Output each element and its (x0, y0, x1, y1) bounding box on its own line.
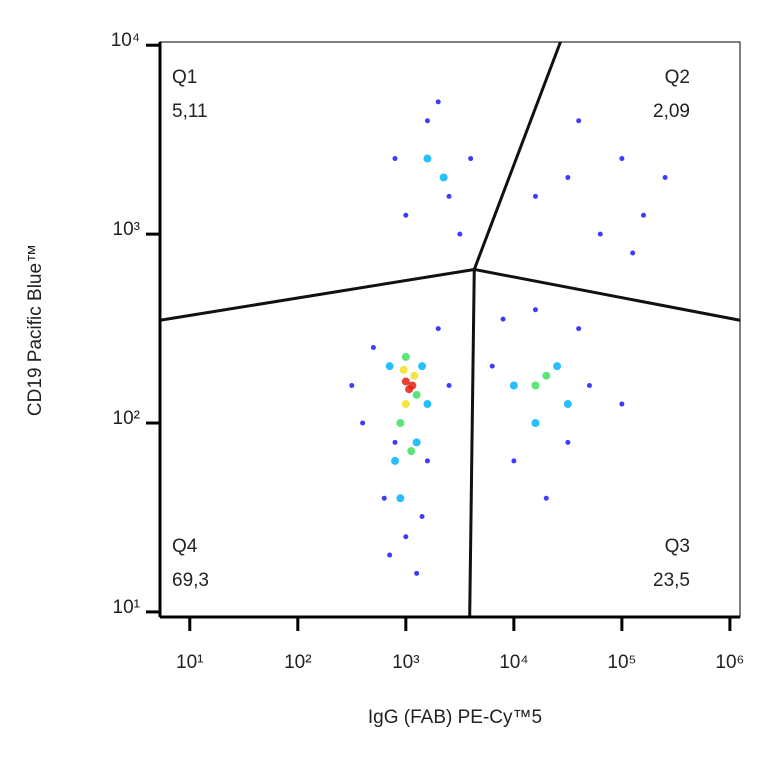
point (387, 552, 393, 558)
quadrant-name: Q3 (665, 536, 690, 557)
point (500, 316, 506, 322)
point (424, 118, 430, 124)
point (446, 193, 452, 199)
y-tick-label: 10² (113, 408, 140, 429)
point (542, 371, 551, 380)
point (576, 118, 582, 124)
point (576, 326, 582, 332)
point (392, 156, 398, 162)
point (399, 365, 408, 374)
y-tick-label: 10⁴ (111, 30, 140, 51)
x-tick-label: 10⁶ (715, 652, 744, 673)
x-tick-label: 10³ (392, 652, 419, 673)
point (446, 382, 452, 388)
point (468, 156, 474, 162)
x-tick-label: 10¹ (176, 652, 203, 673)
gate-line (159, 267, 475, 322)
plot-frame (159, 41, 741, 618)
point (563, 400, 572, 409)
point (401, 352, 410, 361)
x-tick-label: 10⁵ (607, 652, 636, 673)
quadrant-percent: 5,11 (172, 101, 208, 122)
point (401, 400, 410, 409)
point (370, 345, 376, 351)
point (435, 99, 441, 105)
quadrant-percent: 69,3 (172, 570, 209, 591)
point (403, 212, 409, 218)
point (532, 193, 538, 199)
point (403, 534, 409, 540)
x-tick-label: 10² (284, 652, 311, 673)
point (565, 439, 571, 445)
x-axis-title: IgG (FAB) PE-Cy™5 (368, 707, 542, 728)
point (619, 156, 625, 162)
point (360, 420, 366, 426)
point (419, 513, 425, 519)
point (349, 382, 355, 388)
y-axis-title: CD19 Pacific Blue™ (25, 244, 46, 416)
quadrant-name: Q2 (665, 67, 690, 88)
quadrant-name: Q4 (172, 536, 198, 557)
point (418, 362, 427, 371)
point (640, 212, 646, 218)
point (408, 381, 417, 390)
point (586, 382, 592, 388)
gate-line (473, 267, 741, 322)
point (630, 250, 636, 256)
point (489, 363, 495, 369)
point (423, 154, 432, 163)
point (531, 381, 540, 390)
x-tick-label: 10⁴ (499, 652, 528, 673)
point (511, 458, 517, 464)
point (662, 174, 668, 180)
point (543, 495, 549, 501)
point (412, 390, 421, 399)
point (396, 494, 405, 503)
point (531, 419, 540, 428)
point (532, 307, 538, 313)
point (553, 362, 562, 371)
quadrant-percent: 2,09 (653, 101, 690, 122)
point (412, 438, 421, 447)
point (381, 495, 387, 501)
point (391, 456, 400, 465)
point (619, 401, 625, 407)
point (385, 362, 394, 371)
quadrant-name: Q1 (172, 67, 197, 88)
point (597, 231, 603, 237)
point (457, 231, 463, 237)
point (414, 570, 420, 576)
y-tick-label: 10¹ (113, 597, 140, 618)
gate-line (468, 269, 476, 618)
point (396, 419, 405, 428)
point (423, 400, 432, 409)
point (407, 447, 416, 456)
point (439, 173, 448, 182)
point (424, 458, 430, 464)
quadrant-percent: 23,5 (653, 570, 690, 591)
point (435, 326, 441, 332)
point (565, 174, 571, 180)
point (509, 381, 518, 390)
point (392, 439, 398, 445)
point (410, 371, 419, 380)
y-tick-label: 10³ (113, 219, 140, 240)
point (401, 377, 410, 386)
gate-line (472, 41, 562, 270)
